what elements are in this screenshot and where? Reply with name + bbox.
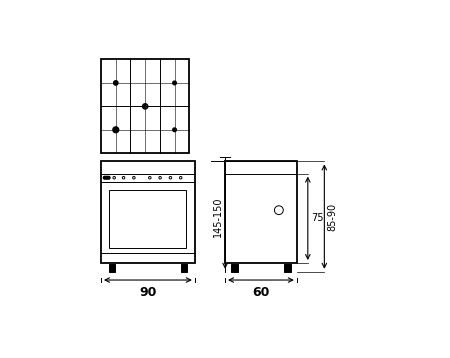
Circle shape xyxy=(173,128,176,132)
Text: 75: 75 xyxy=(311,213,324,223)
Circle shape xyxy=(104,176,106,179)
Bar xyxy=(181,264,187,272)
Text: 145-150: 145-150 xyxy=(213,197,223,237)
Circle shape xyxy=(107,176,110,179)
Circle shape xyxy=(105,176,108,179)
Bar xyxy=(108,264,115,272)
Bar xyxy=(231,264,238,272)
Circle shape xyxy=(113,127,119,133)
Bar xyxy=(101,59,189,153)
Text: 90: 90 xyxy=(139,286,157,299)
Bar xyxy=(225,161,297,263)
Circle shape xyxy=(144,105,146,107)
Circle shape xyxy=(173,81,176,85)
Bar xyxy=(101,161,195,263)
Bar xyxy=(284,264,291,272)
Text: 60: 60 xyxy=(252,286,270,299)
Bar xyxy=(109,190,186,248)
Text: 85-90: 85-90 xyxy=(328,203,338,231)
Circle shape xyxy=(113,81,118,85)
